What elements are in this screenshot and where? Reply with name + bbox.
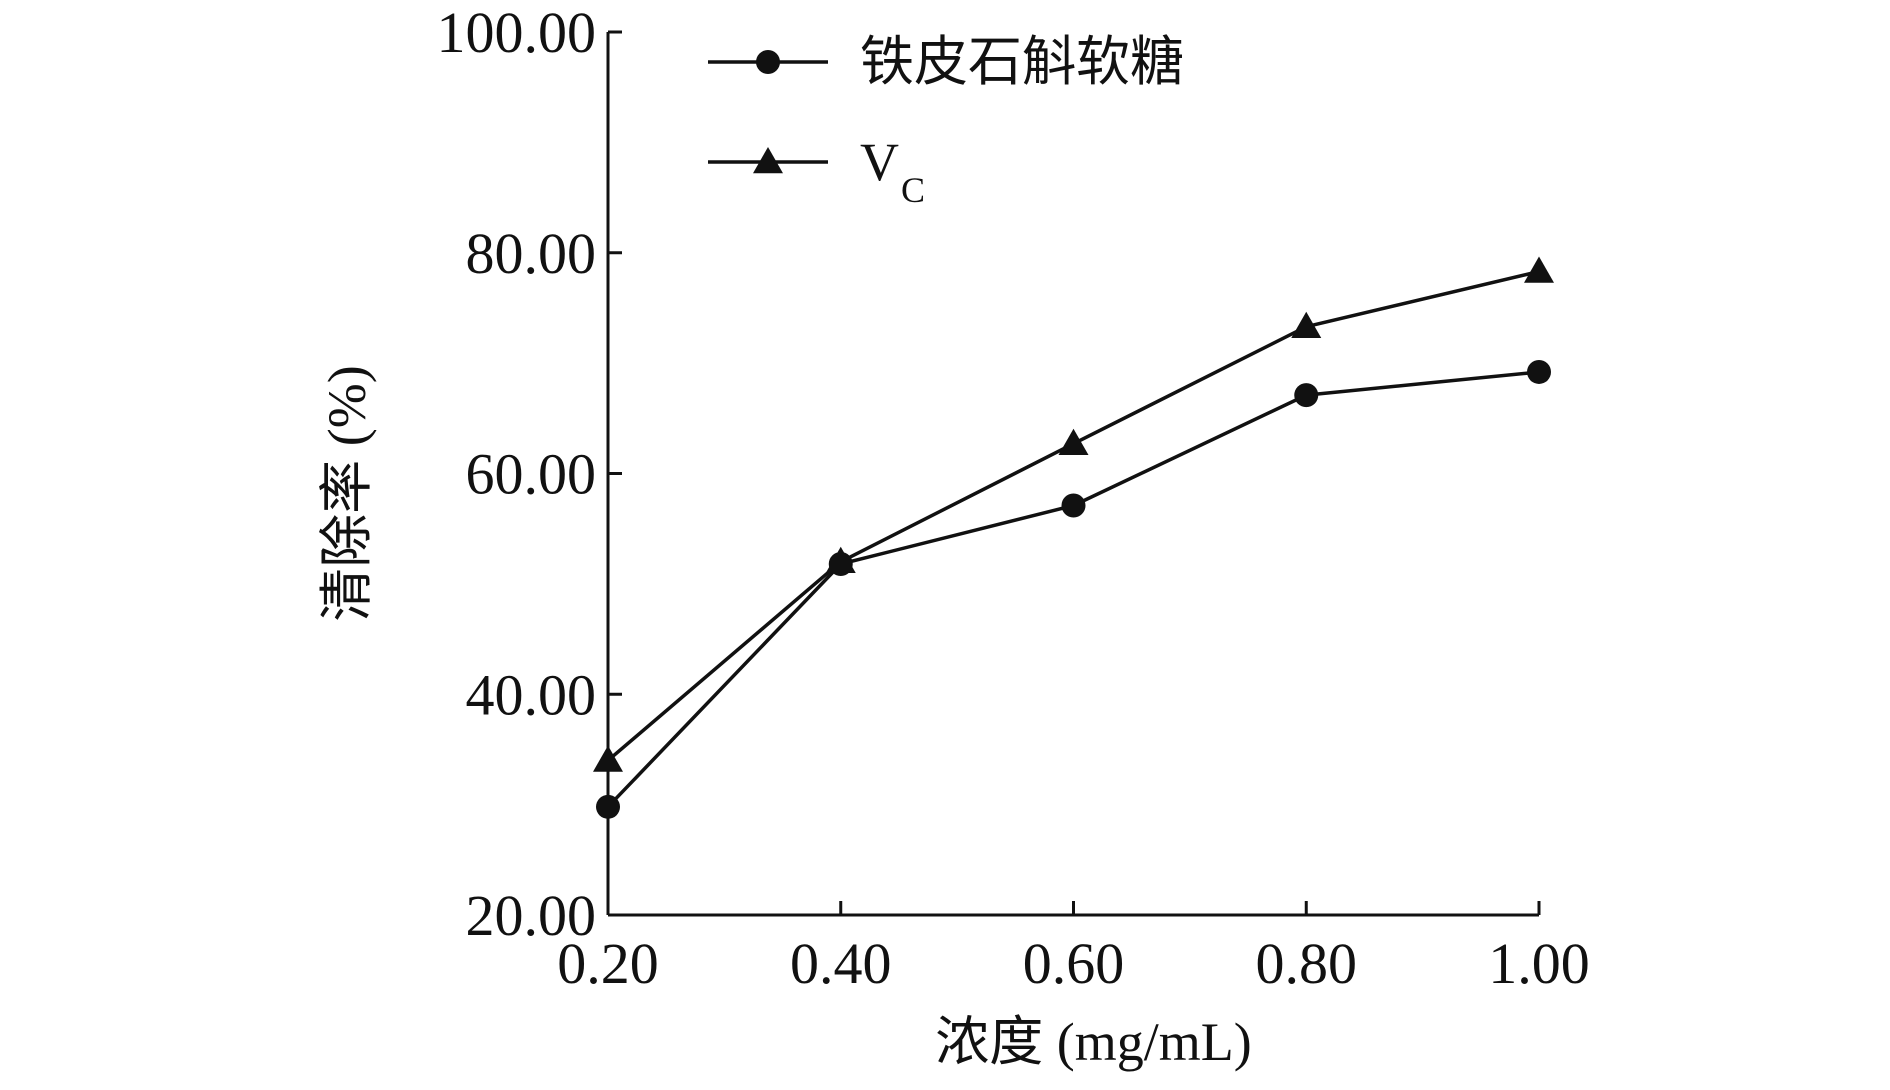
legend: 铁皮石斛软糖 V C	[708, 32, 1184, 210]
legend-label-subscript: C	[901, 170, 925, 210]
triangle-data-point	[593, 745, 623, 772]
triangle-data-point	[1524, 256, 1554, 283]
x-tick-label: 1.00	[1488, 931, 1590, 996]
y-tick-label: 60.00	[466, 442, 597, 507]
circle-data-point	[1061, 493, 1086, 518]
triangle-data-point	[1291, 311, 1322, 338]
legend-label: V	[860, 132, 899, 192]
y-tick-label: 40.00	[466, 662, 597, 727]
series-vc	[593, 256, 1554, 772]
y-tick-label: 80.00	[466, 221, 597, 286]
legend-entry: 铁皮石斛软糖	[708, 32, 1184, 92]
legend-circle-marker	[756, 50, 780, 74]
x-tick-label: 0.80	[1256, 931, 1358, 996]
circle-data-point	[596, 794, 620, 819]
circle-data-point	[1527, 359, 1551, 384]
y-tick-label: 100.00	[437, 0, 597, 65]
y-tick-label: 20.00	[466, 883, 597, 948]
triangle-data-point	[1058, 428, 1089, 455]
axes: 20.00 40.00 60.00 80.00 100.00 0.20 0.40 0.60 0.…	[317, 0, 1590, 1072]
triangle-data-point	[825, 546, 856, 574]
series-group	[593, 256, 1554, 819]
x-tick-label: 0.40	[790, 931, 892, 996]
y-axis-title: 清除率 (%)	[317, 365, 377, 621]
legend-label: 铁皮石斛软糖	[860, 32, 1184, 92]
circle-data-point	[1294, 383, 1319, 408]
x-axis-title: 浓度 (mg/mL)	[935, 1012, 1251, 1072]
x-tick-label: 0.20	[557, 931, 659, 996]
x-tick-label: 0.60	[1023, 931, 1125, 996]
legend-triangle-marker	[753, 147, 783, 174]
